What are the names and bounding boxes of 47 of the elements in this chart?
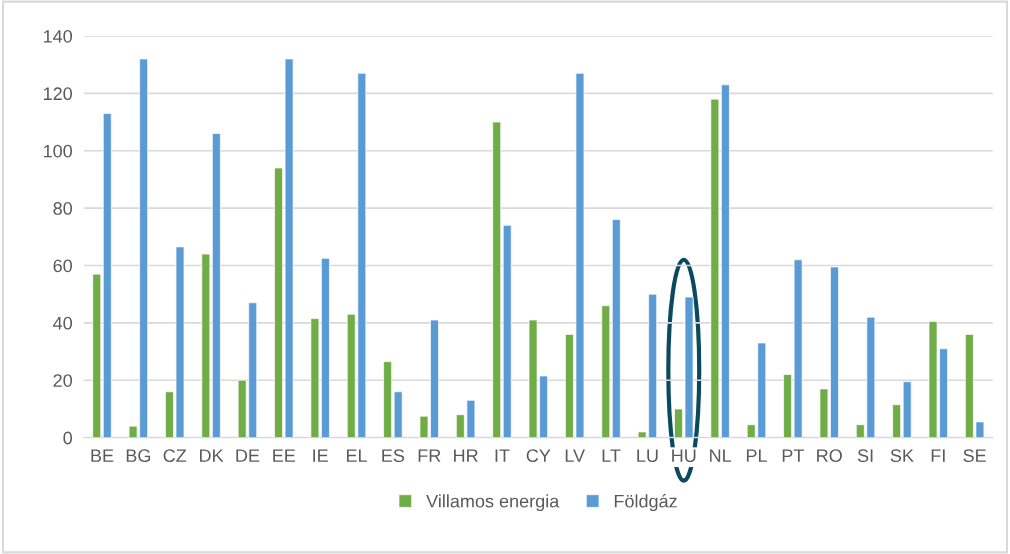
x-tick-label: CY [526,449,551,463]
x-tick-label: BG [126,449,151,463]
y-tick-label: 140 [43,29,73,43]
bar [383,361,392,438]
y-tick-label: 60 [53,259,73,273]
bar [902,381,912,438]
bar [201,253,211,438]
bar [102,113,112,438]
x-tick-label: PT [782,449,804,462]
x-tick-label: PL [746,449,767,462]
x-tick-label: FI [931,449,945,462]
bar [393,391,403,438]
x-tick-label: FR [418,449,441,462]
x-tick-label: BE [91,449,114,462]
x-tick-label: IE [313,449,328,462]
bar [601,305,611,438]
y-tick-label: 80 [53,202,73,215]
x-tick-label: LT [602,449,621,462]
bar [492,121,502,438]
bar [212,133,221,438]
x-tick-label: LU [637,449,658,463]
legend-label: Villamos energia [426,494,560,512]
y-tick-label: 20 [53,374,73,387]
x-tick-label: HU [672,449,696,463]
x-tick-label: SI [857,449,873,463]
x-tick-label: IT [495,449,510,462]
x-tick-label: LV [565,449,585,462]
bar [892,404,902,438]
x-tick-label: EE [273,449,296,462]
x-tick-label: SE [963,449,986,463]
x-tick-label: RO [817,449,842,463]
bar [92,273,102,438]
bar [502,225,512,438]
bar [611,219,621,438]
x-tick-label: SK [890,449,914,463]
y-tick-label: 100 [43,144,73,158]
legend-label: Földgáz [614,494,677,512]
x-tick-label: ES [382,449,405,463]
x-tick-label: DE [236,449,260,462]
x-tick-label: HR [454,449,478,462]
y-tick-label: 120 [43,87,73,101]
x-tick-label: DK [200,449,224,462]
y-tick-label: 0 [63,431,73,445]
x-tick-label: EL [346,449,367,462]
x-tick-label: NL [710,449,732,462]
x-tick-label: CZ [163,449,187,463]
y-tick-label: 40 [53,316,73,330]
